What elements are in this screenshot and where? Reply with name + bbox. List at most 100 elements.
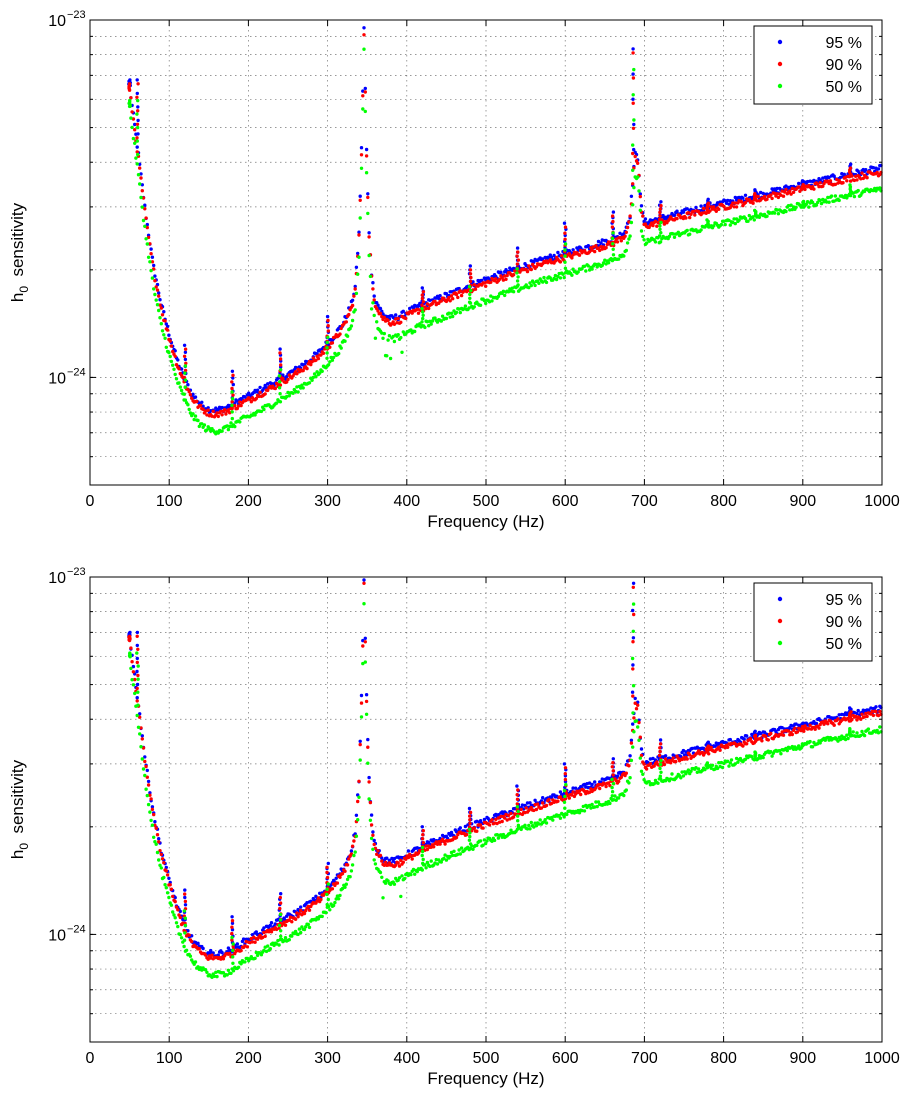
data-point: [133, 128, 136, 131]
data-point: [684, 216, 687, 219]
data-point: [579, 793, 582, 796]
data-point: [367, 235, 370, 238]
outlier-point: [563, 232, 566, 235]
data-point: [357, 233, 360, 236]
data-point: [147, 780, 150, 783]
outlier-point: [325, 357, 328, 360]
data-point: [366, 762, 369, 765]
legend-label: 90 %: [826, 57, 862, 74]
outlier-point: [632, 636, 635, 639]
data-point: [361, 644, 364, 647]
outlier-point: [516, 798, 519, 801]
data-point: [777, 212, 780, 215]
outlier-point: [230, 915, 233, 918]
outlier-point: [135, 136, 138, 139]
data-point: [258, 391, 261, 394]
data-point: [194, 414, 197, 417]
data-point: [536, 802, 539, 805]
data-point: [364, 87, 367, 90]
outlier-point: [136, 631, 139, 634]
data-point: [694, 206, 697, 209]
outlier-point: [516, 802, 519, 805]
data-point: [352, 294, 355, 297]
legend-label: 90 %: [826, 614, 862, 631]
data-point: [162, 310, 165, 313]
data-point: [811, 201, 814, 204]
outlier-point: [631, 51, 634, 54]
data-point: [180, 389, 183, 392]
data-point: [417, 312, 420, 315]
data-point: [188, 408, 191, 411]
data-point: [365, 148, 368, 151]
data-point: [640, 204, 643, 207]
data-point: [182, 945, 185, 948]
data-point: [357, 780, 360, 783]
data-point: [637, 189, 640, 192]
data-point: [556, 251, 559, 254]
data-point: [365, 693, 368, 696]
outlier-point: [516, 793, 519, 796]
data-point: [179, 933, 182, 936]
outlier-point: [421, 846, 424, 849]
outlier-point: [422, 290, 425, 293]
data-point: [227, 969, 230, 972]
data-point: [784, 188, 787, 191]
outlier-point: [326, 903, 329, 906]
outlier-point: [278, 907, 281, 910]
data-point: [623, 235, 626, 238]
data-point: [367, 776, 370, 779]
x-tick-label: 300: [314, 1050, 341, 1067]
data-point: [356, 273, 359, 276]
y-axis-label: h0 sensitivity: [8, 759, 31, 859]
data-point: [527, 264, 530, 267]
outlier-point: [184, 358, 187, 361]
data-point: [397, 861, 400, 864]
outlier-point: [232, 942, 235, 945]
data-point: [675, 217, 678, 220]
outlier-point: [136, 678, 139, 681]
data-point: [177, 367, 180, 370]
data-point: [327, 363, 330, 366]
data-point: [836, 717, 839, 720]
outlier-point: [564, 766, 567, 769]
data-point: [155, 298, 158, 301]
data-point: [812, 187, 815, 190]
data-point: [584, 269, 587, 272]
data-point: [526, 270, 529, 273]
outlier-point: [705, 218, 708, 221]
data-point: [138, 732, 141, 735]
outlier-point: [230, 932, 233, 935]
outlier-point: [136, 92, 139, 95]
data-point: [827, 201, 830, 204]
data-point: [364, 640, 367, 643]
data-point: [136, 714, 139, 717]
outlier-point: [230, 926, 233, 929]
outlier-point: [564, 267, 567, 270]
data-point: [144, 765, 147, 768]
data-point: [146, 769, 149, 772]
outlier-point: [469, 264, 472, 267]
data-point: [393, 883, 396, 886]
data-point: [625, 772, 628, 775]
data-point: [551, 818, 554, 821]
data-point: [369, 819, 372, 822]
data-point: [336, 881, 339, 884]
data-point: [451, 315, 454, 318]
data-point: [331, 341, 334, 344]
outlier-point: [128, 651, 131, 654]
outlier-point: [632, 582, 635, 585]
outlier-point: [659, 763, 662, 766]
data-point: [852, 730, 855, 733]
outlier-point: [848, 183, 851, 186]
data-point: [359, 199, 362, 202]
data-point: [826, 722, 829, 725]
data-point: [620, 239, 623, 242]
data-point: [559, 817, 562, 820]
outlier-point: [517, 810, 520, 813]
data-point: [727, 764, 730, 767]
data-point: [489, 281, 492, 284]
x-tick-label: 900: [789, 493, 816, 510]
data-point: [340, 327, 343, 330]
outlier-point: [563, 254, 566, 257]
outlier-point: [707, 202, 710, 205]
